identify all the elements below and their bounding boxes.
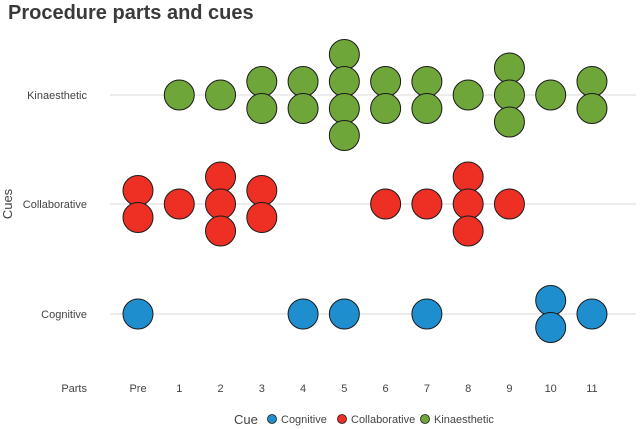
dot-kinaesthetic-3-1 <box>246 66 278 97</box>
dot-kinaesthetic-5-2 <box>328 66 360 97</box>
legend-swatch-collaborative <box>337 414 347 424</box>
dot-cognitive-11-1 <box>576 298 608 330</box>
dot-collaborative-pre-1 <box>122 175 154 206</box>
x-tick-8: 8 <box>465 383 471 395</box>
dot-kinaesthetic-6-2 <box>370 93 402 124</box>
y-tick-cognitive: Cognitive <box>41 309 87 321</box>
dot-kinaesthetic-5-1 <box>328 39 360 70</box>
dot-kinaesthetic-8-1 <box>452 79 484 111</box>
dot-collaborative-7-1 <box>411 188 443 220</box>
legend-label-cognitive: Cognitive <box>281 414 327 426</box>
dot-kinaesthetic-5-3 <box>328 93 360 124</box>
y-tick-collaborative: Collaborative <box>23 199 87 211</box>
x-tick-3: 3 <box>259 383 265 395</box>
legend-title: Cue <box>234 412 258 427</box>
dot-cognitive-pre-1 <box>122 298 154 330</box>
x-tick-11: 11 <box>586 383 597 395</box>
dot-kinaesthetic-11-2 <box>576 93 608 124</box>
dot-kinaesthetic-4-2 <box>287 93 319 124</box>
dot-kinaesthetic-3-2 <box>246 93 278 124</box>
dot-kinaesthetic-6-1 <box>370 66 402 97</box>
dot-collaborative-pre-2 <box>122 202 154 233</box>
x-tick-6: 6 <box>383 383 389 395</box>
legend-label-kinaesthetic: Kinaesthetic <box>434 414 494 426</box>
dot-kinaesthetic-10-1 <box>535 79 567 111</box>
legend-swatch-kinaesthetic <box>420 414 430 424</box>
dot-cognitive-10-1 <box>535 285 567 316</box>
dot-collaborative-6-1 <box>370 188 402 220</box>
dot-collaborative-3-1 <box>246 175 278 206</box>
x-tick-10: 10 <box>545 383 557 395</box>
dot-cognitive-4-1 <box>287 298 319 330</box>
dot-collaborative-9-1 <box>493 188 525 220</box>
x-tick-2: 2 <box>217 383 223 395</box>
dot-collaborative-1-1 <box>163 188 195 220</box>
dot-kinaesthetic-7-1 <box>411 66 443 97</box>
dot-kinaesthetic-7-2 <box>411 93 443 124</box>
dot-kinaesthetic-11-1 <box>576 66 608 97</box>
legend-label-collaborative: Collaborative <box>351 414 415 426</box>
dot-kinaesthetic-9-2 <box>493 79 525 111</box>
dot-kinaesthetic-9-1 <box>493 52 525 84</box>
dot-kinaesthetic-1-1 <box>163 79 195 111</box>
x-tick-4: 4 <box>300 383 306 395</box>
dot-cognitive-7-1 <box>411 298 443 330</box>
dot-kinaesthetic-5-4 <box>328 120 360 151</box>
x-tick-1: 1 <box>176 383 182 395</box>
legend-swatch-cognitive <box>267 414 277 424</box>
dot-collaborative-8-1 <box>452 161 484 193</box>
dot-cognitive-10-2 <box>535 312 567 343</box>
dot-kinaesthetic-4-1 <box>287 66 319 97</box>
chart-title: Procedure parts and cues <box>8 2 254 24</box>
legend: Cue Cognitive Collaborative Kinaesthetic <box>234 412 494 427</box>
x-axis-label: Parts <box>61 383 87 395</box>
dot-collaborative-3-2 <box>246 202 278 233</box>
y-tick-kinaesthetic: Kinaesthetic <box>27 90 87 102</box>
x-tick-5: 5 <box>341 383 347 395</box>
dot-marks <box>122 39 608 343</box>
dot-kinaesthetic-2-1 <box>205 79 237 111</box>
dot-collaborative-8-3 <box>452 215 484 247</box>
dot-collaborative-2-3 <box>205 215 237 247</box>
y-axis-label: Cues <box>0 188 15 219</box>
x-tick-9: 9 <box>506 383 512 395</box>
dot-collaborative-8-2 <box>452 188 484 220</box>
dot-cognitive-5-1 <box>328 298 360 330</box>
y-tick-labels: Cognitive Collaborative Kinaesthetic <box>23 90 88 321</box>
x-tick-labels: Pre 1 2 3 4 5 6 7 8 9 10 11 <box>129 383 597 395</box>
x-tick-pre: Pre <box>129 383 146 395</box>
x-tick-7: 7 <box>424 383 430 395</box>
dot-collaborative-2-1 <box>205 161 237 193</box>
dot-kinaesthetic-9-3 <box>493 106 525 138</box>
dot-collaborative-2-2 <box>205 188 237 220</box>
